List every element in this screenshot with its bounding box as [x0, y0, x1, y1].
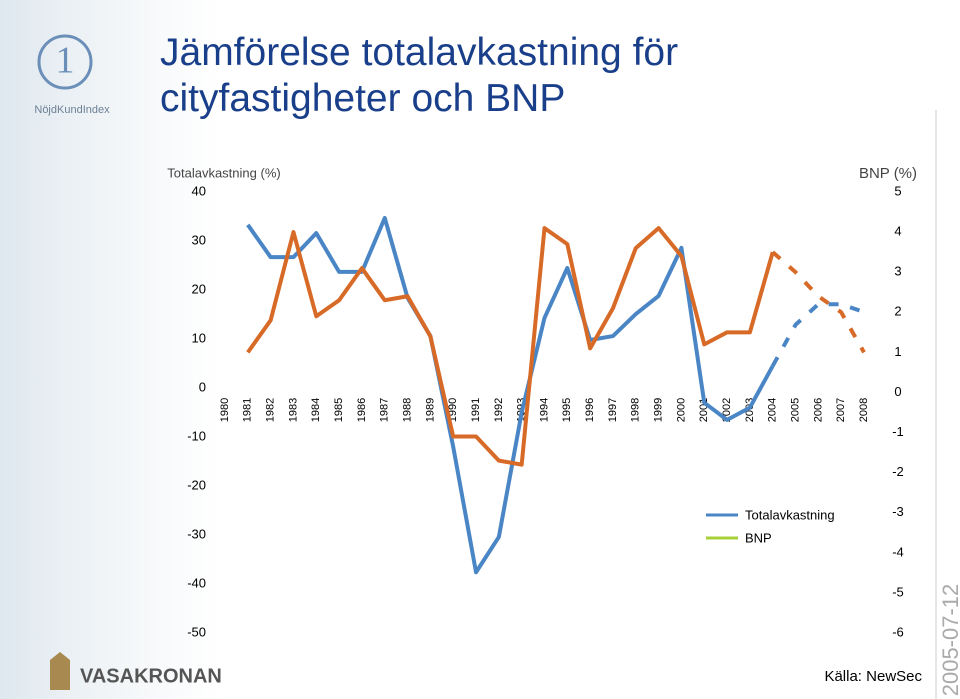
title: Jämförelse totalavkastning för cityfasti… — [160, 31, 679, 120]
y-tick-label: 40 — [192, 183, 206, 198]
y2-axis-label: BNP (%) — [859, 165, 917, 182]
y-tick-label: 30 — [192, 232, 206, 247]
y-tick-label: 0 — [199, 379, 206, 394]
x-tick-label: 1988 — [401, 398, 413, 422]
series-line — [246, 215, 775, 575]
y2-tick-label: 2 — [894, 304, 901, 319]
x-tick-label: 1998 — [630, 398, 642, 422]
logo-ring — [37, 34, 93, 90]
x-tick-label: 1982 — [265, 398, 277, 422]
y2-tick-label: -5 — [892, 584, 904, 599]
x-tick-label: 1985 — [333, 398, 345, 422]
y-tick-label: -30 — [187, 526, 206, 541]
x-tick-label: 2005 — [789, 398, 801, 422]
y2-tick-label: 3 — [894, 264, 901, 279]
legend-label: BNP — [745, 530, 772, 545]
y2-tick-label: 0 — [894, 384, 901, 399]
y2-tick-label: -2 — [892, 464, 904, 479]
x-tick-label: 2007 — [835, 398, 847, 422]
x-tick-label: 1986 — [356, 398, 368, 422]
y-tick-label: -50 — [187, 624, 206, 639]
y-tick-label: -10 — [187, 428, 206, 443]
y2-tick-label: -4 — [892, 544, 904, 559]
y2-tick-label: -3 — [892, 504, 904, 519]
y2-tick-label: 5 — [894, 183, 901, 198]
series-line — [246, 226, 775, 467]
x-tick-label: 2004 — [767, 398, 779, 422]
x-tick-label: 1992 — [493, 398, 505, 422]
forecast-line — [770, 302, 865, 367]
y-tick-label: -40 — [187, 575, 206, 590]
x-tick-label: 1991 — [470, 398, 482, 422]
x-tick-label: 1983 — [287, 398, 299, 422]
x-tick-label: 1981 — [242, 398, 254, 422]
date: 2005-07-12 — [938, 584, 960, 697]
x-tick-label: 1989 — [424, 398, 436, 422]
logo-number: 1 — [56, 40, 75, 82]
source: Källa: NewSec — [824, 668, 922, 685]
logo-text: NöjdKundIndex — [34, 104, 110, 116]
y-axis-label: Totalavkastning (%) — [167, 165, 280, 180]
x-tick-label: 1984 — [310, 398, 322, 422]
x-tick-label: 1995 — [561, 398, 573, 422]
y-tick-label: 10 — [192, 330, 206, 345]
company-logo-mark — [50, 652, 70, 690]
x-tick-label: 1980 — [219, 398, 231, 422]
x-tick-label: 2000 — [675, 398, 687, 422]
x-tick-label: 2006 — [812, 398, 824, 422]
x-tick-label: 1987 — [379, 398, 391, 422]
x-tick-label: 1994 — [538, 398, 550, 422]
company-name: VASAKRONAN — [80, 665, 222, 687]
x-tick-label: 2008 — [858, 398, 870, 422]
y-tick-label: -20 — [187, 477, 206, 492]
legend-label: Totalavkastning — [745, 507, 835, 522]
x-tick-label: 1997 — [607, 398, 619, 422]
x-tick-label: 1999 — [653, 398, 665, 422]
x-tick-label: 1996 — [584, 398, 596, 422]
y2-tick-label: -6 — [892, 624, 904, 639]
y2-tick-label: 4 — [894, 224, 901, 239]
y2-tick-label: 1 — [894, 344, 901, 359]
y-tick-label: 20 — [192, 281, 206, 296]
y2-tick-label: -1 — [892, 424, 904, 439]
